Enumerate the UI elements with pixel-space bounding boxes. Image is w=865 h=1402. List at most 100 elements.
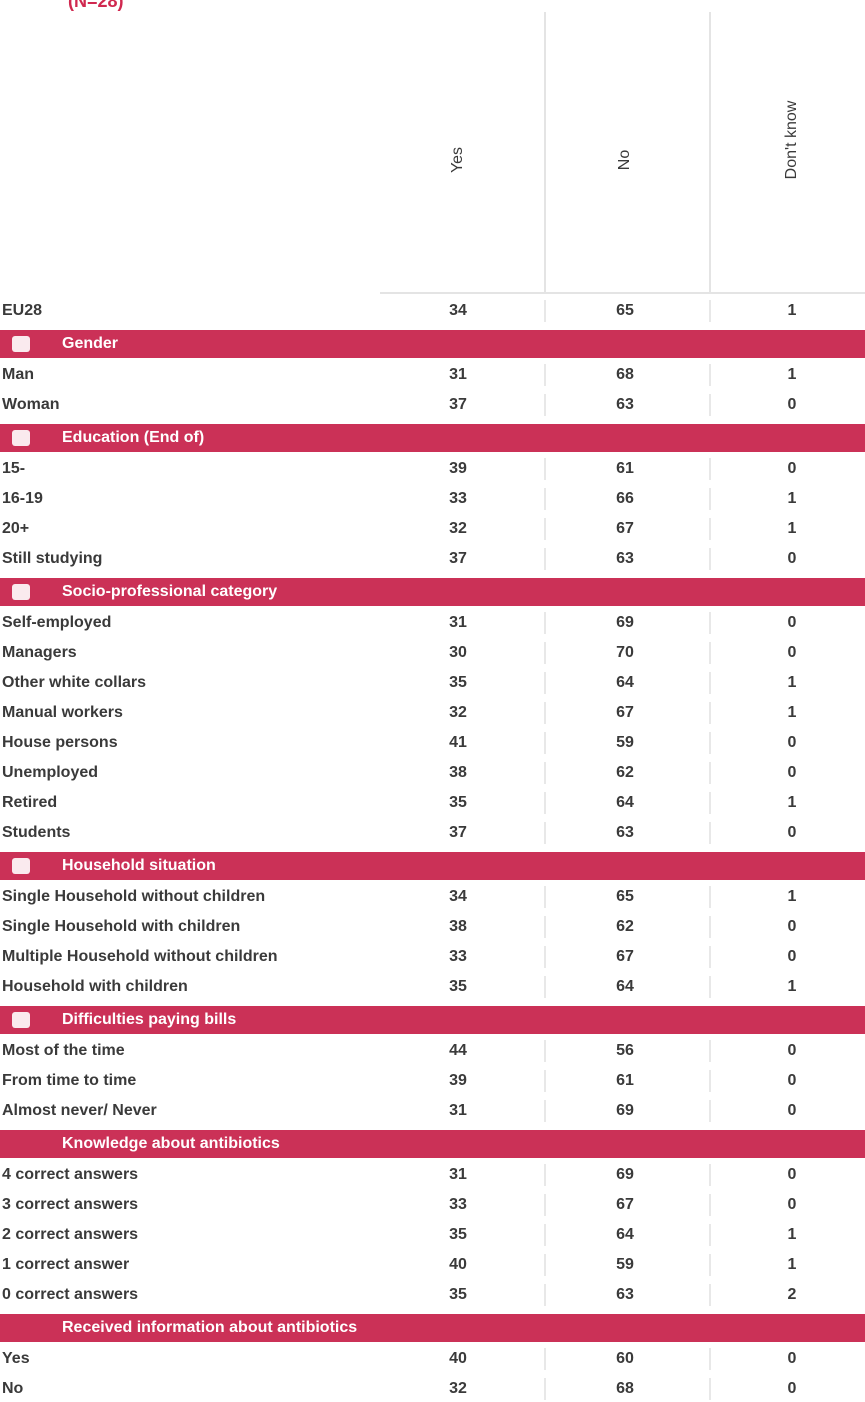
column-header: No [616, 150, 633, 171]
cell-value: 62 [616, 764, 634, 781]
cell-value: 1 [788, 490, 797, 507]
row-label: Single Household with children [2, 918, 240, 935]
section-band [0, 424, 865, 452]
cell-value: 63 [616, 824, 634, 841]
cell-value: 34 [449, 888, 467, 905]
section-band [0, 1006, 865, 1034]
section-title: Household situation [62, 857, 216, 874]
row-label: Multiple Household without children [2, 948, 278, 965]
cell-value: 35 [449, 1286, 467, 1303]
cell-value: 31 [449, 366, 467, 383]
row-label: EU28 [2, 302, 42, 319]
cell-value: 35 [449, 978, 467, 995]
cell-value: 0 [788, 948, 797, 965]
row-label: Woman [2, 396, 59, 413]
row-label: Managers [2, 644, 77, 661]
section-band [0, 330, 865, 358]
row-label: Almost never/ Never [2, 1102, 157, 1119]
section-icon [12, 858, 30, 874]
row-label: Other white collars [2, 674, 146, 691]
section-title: Socio-professional category [62, 583, 277, 600]
section-band [0, 578, 865, 606]
cell-value: 35 [449, 674, 467, 691]
cell-value: 41 [449, 734, 467, 751]
section-icon [12, 1012, 30, 1028]
row-label: 1 correct answer [2, 1256, 129, 1273]
cell-value: 0 [788, 764, 797, 781]
cell-value: 0 [788, 1380, 797, 1397]
row-label: Household with children [2, 978, 188, 995]
cell-value: 59 [616, 734, 634, 751]
cell-value: 1 [788, 704, 797, 721]
section-icon [12, 430, 30, 446]
cell-value: 59 [616, 1256, 634, 1273]
cell-value: 34 [449, 302, 467, 319]
cell-value: 2 [788, 1286, 797, 1303]
cell-value: 1 [788, 1226, 797, 1243]
cell-value: 64 [616, 794, 634, 811]
cell-value: 67 [616, 948, 634, 965]
cell-value: 1 [788, 794, 797, 811]
cell-value: 61 [616, 460, 634, 477]
cell-value: 0 [788, 614, 797, 631]
cell-value: 32 [449, 520, 467, 537]
cell-value: 0 [788, 1196, 797, 1213]
cell-value: 1 [788, 674, 797, 691]
row-label: 3 correct answers [2, 1196, 138, 1213]
cell-value: 31 [449, 614, 467, 631]
cell-value: 0 [788, 1102, 797, 1119]
cell-value: 39 [449, 1072, 467, 1089]
cell-value: 1 [788, 520, 797, 537]
section-band [0, 1314, 865, 1342]
section-band [0, 1130, 865, 1158]
cell-value: 31 [449, 1166, 467, 1183]
row-label: Manual workers [2, 704, 123, 721]
row-label: 16-19 [2, 490, 43, 507]
row-label: 4 correct answers [2, 1166, 138, 1183]
cell-value: 60 [616, 1350, 634, 1367]
cell-value: 62 [616, 918, 634, 935]
row-label: From time to time [2, 1072, 136, 1089]
cell-value: 0 [788, 1166, 797, 1183]
cell-value: 63 [616, 550, 634, 567]
cell-value: 37 [449, 396, 467, 413]
cell-value: 63 [616, 396, 634, 413]
cell-value: 0 [788, 734, 797, 751]
cell-value: 64 [616, 978, 634, 995]
section-title: Gender [62, 335, 118, 352]
note: (N=28) [68, 0, 124, 11]
cell-value: 0 [788, 396, 797, 413]
row-label: Unemployed [2, 764, 98, 781]
cell-value: 70 [616, 644, 634, 661]
row-label: 0 correct answers [2, 1286, 138, 1303]
row-label: 2 correct answers [2, 1226, 138, 1243]
cell-value: 67 [616, 520, 634, 537]
cell-value: 0 [788, 824, 797, 841]
cell-value: 38 [449, 764, 467, 781]
row-label: Still studying [2, 550, 102, 567]
cell-value: 63 [616, 1286, 634, 1303]
cell-value: 31 [449, 1102, 467, 1119]
cell-value: 0 [788, 1072, 797, 1089]
cell-value: 1 [788, 302, 797, 319]
cell-value: 32 [449, 1380, 467, 1397]
cell-value: 40 [449, 1256, 467, 1273]
cell-value: 33 [449, 1196, 467, 1213]
cell-value: 1 [788, 1256, 797, 1273]
cell-value: 69 [616, 1102, 634, 1119]
row-label: 15- [2, 460, 25, 477]
section-icon [12, 336, 30, 352]
cell-value: 0 [788, 1350, 797, 1367]
cell-value: 69 [616, 1166, 634, 1183]
cell-value: 64 [616, 674, 634, 691]
cell-value: 67 [616, 704, 634, 721]
row-label: House persons [2, 734, 118, 751]
section-title: Difficulties paying bills [62, 1011, 236, 1028]
cell-value: 0 [788, 550, 797, 567]
cell-value: 38 [449, 918, 467, 935]
cell-value: 66 [616, 490, 634, 507]
section-title: Received information about antibiotics [62, 1319, 357, 1336]
column-header: Yes [449, 147, 466, 173]
row-label: Most of the time [2, 1042, 125, 1059]
cell-value: 44 [449, 1042, 467, 1059]
